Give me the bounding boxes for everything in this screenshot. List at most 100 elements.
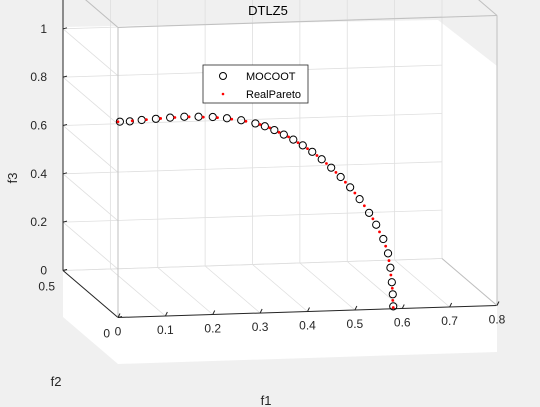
z-tick-mark	[62, 75, 68, 78]
x-tick-mark	[307, 307, 310, 312]
mocoot-point	[389, 302, 398, 311]
z-tick-mark	[62, 27, 68, 30]
z-tick-label: 0.2	[30, 215, 47, 229]
z-tick-mark	[62, 220, 68, 223]
z-tick-label: 0.8	[30, 70, 47, 84]
z-tick-label: 0.4	[30, 167, 47, 181]
axes-background	[63, 20, 497, 364]
realpareto-point	[306, 147, 309, 150]
z-grid-left	[62, 125, 119, 173]
realpareto-point	[244, 119, 248, 123]
realpareto-point	[145, 118, 148, 122]
x-grid-floor	[252, 264, 308, 312]
realpareto-point	[344, 180, 347, 184]
x-tick-mark	[496, 301, 500, 306]
mocoot-point	[260, 122, 269, 131]
z-tick-label: 0.6	[30, 118, 47, 132]
realpareto-point	[268, 126, 271, 130]
legend-label-realpareto: RealPareto	[246, 89, 301, 101]
x-grid-floor	[204, 265, 261, 314]
realpareto-point	[258, 123, 262, 126]
plot-marks	[115, 112, 398, 311]
realpareto-point	[201, 115, 205, 119]
mocoot-point	[327, 163, 336, 172]
realpareto-point	[353, 191, 357, 195]
axes-box	[62, 0, 500, 318]
z-grid-left	[62, 28, 119, 77]
x-tick-mark	[164, 311, 168, 317]
z-grid-back	[62, 209, 443, 223]
x-grid-floor	[299, 262, 356, 311]
mocoot-point	[386, 263, 395, 272]
mocoot-point	[372, 220, 381, 229]
y-axis-line	[62, 270, 119, 318]
x-tick-label: 0.6	[394, 316, 411, 330]
realpareto-point	[390, 286, 394, 290]
x-tick-label: 0.2	[204, 322, 221, 336]
mocoot-point	[222, 114, 232, 123]
z-tick-mark	[62, 123, 68, 126]
chart-title: DTLZ5	[248, 3, 288, 18]
realpareto-point	[315, 154, 319, 157]
tick-labels: 0 0.1 0.2 0.3 0.4 0.5 0.6 0.7 0.8 0 0.5 0 0.2 0.4 0.6 0…	[30, 22, 506, 341]
x-tick-label: 0.7	[441, 314, 458, 328]
series-realpareto	[116, 115, 395, 309]
box-edge	[478, 0, 498, 16]
legend-marker-mocoot	[219, 72, 227, 80]
y-axis-label: f2	[51, 374, 62, 389]
x-grid-floor	[394, 259, 450, 308]
x-tick-label: 0.3	[252, 320, 269, 334]
box-edge	[441, 258, 498, 306]
mocoot-point	[355, 195, 364, 204]
mocoot-point	[115, 117, 124, 126]
z-grid-left	[62, 221, 119, 270]
x-tick-mark	[117, 313, 121, 318]
realpareto-point	[159, 117, 163, 120]
legend-marker-realpareto	[221, 92, 225, 96]
y-tick-mark	[117, 316, 123, 318]
realpareto-point	[391, 306, 395, 309]
mocoot-point	[383, 249, 393, 258]
mocoot-point	[270, 125, 279, 135]
mocoot-point	[388, 290, 397, 299]
mocoot-point	[298, 141, 307, 150]
realpareto-point	[173, 116, 177, 119]
z-grid-back	[62, 258, 443, 271]
mocoot-point	[279, 130, 288, 139]
z-grid-left	[62, 76, 119, 125]
realpareto-point	[187, 115, 191, 119]
realpareto-point	[116, 120, 120, 124]
mocoot-point	[346, 183, 355, 192]
x-tick-mark	[354, 305, 358, 311]
realpareto-point	[389, 273, 393, 277]
mocoot-point	[336, 172, 345, 182]
mocoot-point	[289, 135, 298, 144]
mocoot-point	[379, 234, 388, 244]
realpareto-point	[387, 259, 391, 262]
y-tick-label: 0	[103, 327, 110, 341]
x-grid-floor	[110, 268, 166, 317]
mocoot-point	[317, 155, 326, 164]
x-tick-label: 0.8	[489, 313, 506, 327]
realpareto-point	[378, 230, 381, 234]
z-grid-back	[62, 161, 443, 175]
realpareto-point	[384, 244, 388, 248]
z-tick-label: 1	[40, 22, 47, 36]
box-edge	[85, 0, 119, 28]
realpareto-point	[230, 117, 234, 121]
realpareto-point	[325, 162, 328, 165]
legend: MOCOOT RealPareto	[202, 64, 309, 104]
x-tick-mark	[401, 304, 405, 309]
y-tick-label: 0.5	[38, 280, 55, 294]
realpareto-point	[334, 170, 338, 174]
mocoot-point	[237, 116, 246, 125]
x-tick-label: 0.1	[157, 323, 174, 337]
x-tick-label: 0.5	[347, 317, 364, 331]
realpareto-point	[391, 298, 395, 302]
realpareto-point	[287, 135, 290, 139]
x-tick-label: 0.4	[299, 319, 316, 333]
realpareto-point	[371, 217, 375, 221]
mocoot-point	[387, 278, 396, 287]
z-axis-label: f3	[5, 173, 20, 184]
